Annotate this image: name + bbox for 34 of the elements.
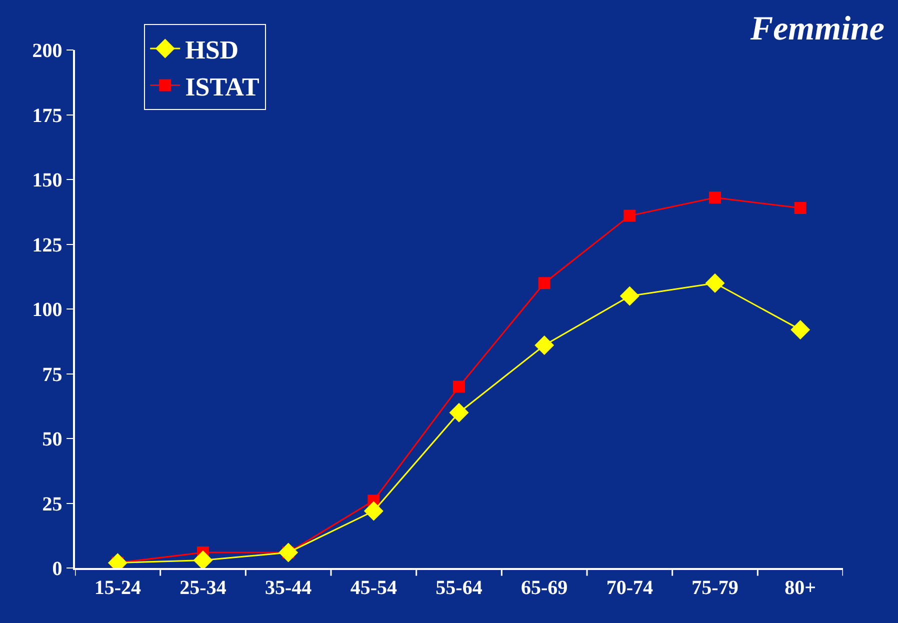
legend-label: HSD: [185, 36, 239, 65]
point: [620, 286, 640, 306]
point: [449, 402, 469, 422]
point: [193, 550, 213, 568]
y-tick-label: 200: [32, 40, 62, 62]
x-tick-label: 15-24: [94, 576, 142, 599]
x-tick-label: 25-34: [180, 576, 226, 599]
x-tick-label: 45-54: [350, 576, 398, 599]
y-tick-label: 125: [32, 234, 62, 256]
point: [705, 273, 725, 293]
x-tick-label: 65-69: [520, 576, 568, 599]
y-tick-label: 100: [32, 299, 62, 321]
x-tick-label: 55-64: [436, 576, 482, 599]
point: [453, 380, 465, 393]
point: [278, 542, 298, 562]
y-tick-label: 0: [52, 558, 62, 580]
y-tick-label: 75: [42, 364, 62, 386]
legend-label: ISTAT: [185, 72, 260, 102]
x-tick-label: 75-79: [692, 576, 738, 599]
point: [790, 320, 810, 340]
point: [709, 192, 721, 204]
point: [364, 501, 384, 521]
point: [624, 210, 636, 222]
y-tick-label: 50: [42, 428, 62, 450]
x-tick-label: 70-74: [606, 576, 654, 599]
point: [794, 202, 806, 214]
point: [538, 277, 550, 290]
y-tick-label: 150: [32, 170, 62, 192]
y-tick-label: 175: [32, 104, 62, 127]
point: [534, 336, 554, 356]
x-tick-label: 80+: [784, 576, 816, 599]
y-tick-label: 25: [42, 493, 62, 516]
x-tick-label: 35-44: [264, 576, 312, 599]
chart-title: Femmine: [749, 10, 885, 48]
